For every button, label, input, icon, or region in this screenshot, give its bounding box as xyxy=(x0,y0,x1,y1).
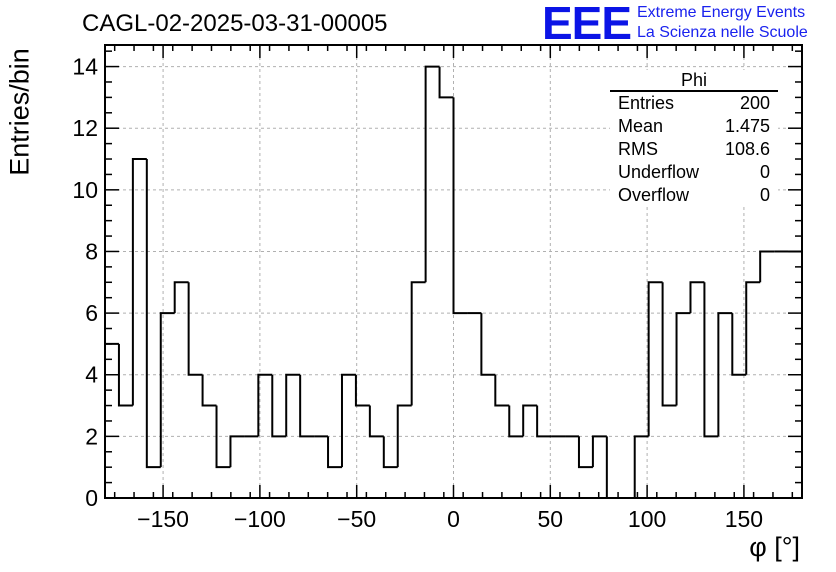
histogram-bin xyxy=(410,281,426,406)
y-tick-label: 12 xyxy=(72,115,98,141)
histogram-bin xyxy=(689,281,705,314)
histogram-bin xyxy=(271,374,287,438)
chart-title: CAGL-02-2025-03-31-00005 xyxy=(82,10,388,37)
y-axis-label: Entries/bin xyxy=(4,48,35,176)
histogram-bin xyxy=(647,281,663,437)
histogram-bin xyxy=(229,435,245,468)
y-tick-label: 14 xyxy=(72,54,98,80)
stats-value: 200 xyxy=(739,93,770,113)
y-tick-label: 6 xyxy=(85,300,98,326)
x-axis-label: φ [°] xyxy=(749,532,800,562)
y-tick-label: 0 xyxy=(85,485,98,511)
stats-row-overflow: Overflow 0 xyxy=(610,184,778,207)
histogram-bin xyxy=(201,374,217,407)
histogram-bin xyxy=(522,404,538,437)
y-tick-label: 2 xyxy=(85,423,98,449)
histogram-bin xyxy=(145,159,161,469)
histogram-bin xyxy=(368,405,384,438)
histogram-bin xyxy=(187,282,203,376)
stats-label: Entries xyxy=(618,93,675,113)
histogram-bin xyxy=(480,313,496,376)
histogram-bin xyxy=(117,343,133,407)
x-tick-label: 100 xyxy=(628,506,666,532)
logo-line-2: La Scienza nelle Scuole xyxy=(637,24,808,41)
stats-label: RMS xyxy=(618,139,658,159)
stats-title: Phi xyxy=(610,70,778,92)
stats-row-rms: RMS 108.6 xyxy=(610,138,778,161)
y-tick-label: 4 xyxy=(85,362,98,388)
histogram-bin xyxy=(759,250,775,283)
histogram-bin xyxy=(605,436,621,499)
stats-value: 108.6 xyxy=(724,139,770,159)
stats-row-mean: Mean 1.475 xyxy=(610,115,778,138)
x-tick-label: −150 xyxy=(137,506,189,532)
axes: −150 −100 −50 0 50 100 150 0 2 4 6 8 10 12 14 xyxy=(72,44,803,532)
y-tick-label: 10 xyxy=(72,177,98,203)
histogram-bin xyxy=(577,436,593,469)
histogram-bin xyxy=(494,374,510,407)
histogram-bin xyxy=(675,312,691,406)
stats-row-entries: Entries 200 xyxy=(610,92,778,115)
histogram-bin xyxy=(452,97,468,315)
stats-label: Overflow xyxy=(618,185,690,205)
histogram-bin xyxy=(745,281,761,375)
histogram-bin xyxy=(299,374,315,438)
stats-value: 0 xyxy=(759,162,770,182)
histogram-bin xyxy=(703,282,719,438)
eee-logo: EEE xyxy=(542,0,632,49)
histogram-bin xyxy=(717,312,733,437)
stats-row-underflow: Underflow 0 xyxy=(610,161,778,184)
histogram-bin xyxy=(215,405,231,469)
histogram-bin xyxy=(438,66,454,99)
y-tick-label: 8 xyxy=(85,238,98,264)
x-tick-label: 0 xyxy=(447,506,460,532)
histogram-bin xyxy=(354,374,370,407)
histogram-bin xyxy=(731,313,747,376)
x-tick-label: 50 xyxy=(538,506,564,532)
histogram-bin xyxy=(382,436,398,469)
histogram-bin xyxy=(173,281,189,314)
histogram-bin xyxy=(661,282,677,407)
x-tick-label: 150 xyxy=(725,506,763,532)
histogram-bin xyxy=(536,405,552,438)
logo-line-1: Extreme Energy Events xyxy=(637,4,806,21)
stats-label: Underflow xyxy=(618,162,700,182)
histogram-bin xyxy=(396,404,412,468)
x-tick-label: −100 xyxy=(234,506,286,532)
histogram-bin xyxy=(131,158,147,406)
histogram-bin xyxy=(508,405,524,438)
stats-value: 0 xyxy=(759,185,770,205)
stats-box: Phi Entries 200 Mean 1.475 RMS 108.6 Und… xyxy=(610,70,778,207)
histogram-bin xyxy=(633,435,649,498)
histogram-bin xyxy=(424,65,440,283)
stats-value: 1.475 xyxy=(724,116,770,136)
histogram-bin xyxy=(591,435,607,468)
histogram-bin xyxy=(327,436,342,469)
x-tick-label: −50 xyxy=(337,506,376,532)
histogram-bin xyxy=(340,373,356,468)
stats-label: Mean xyxy=(618,116,664,136)
histogram-bin xyxy=(159,312,175,468)
histogram-bin xyxy=(257,373,273,437)
histogram-bin xyxy=(285,373,301,437)
